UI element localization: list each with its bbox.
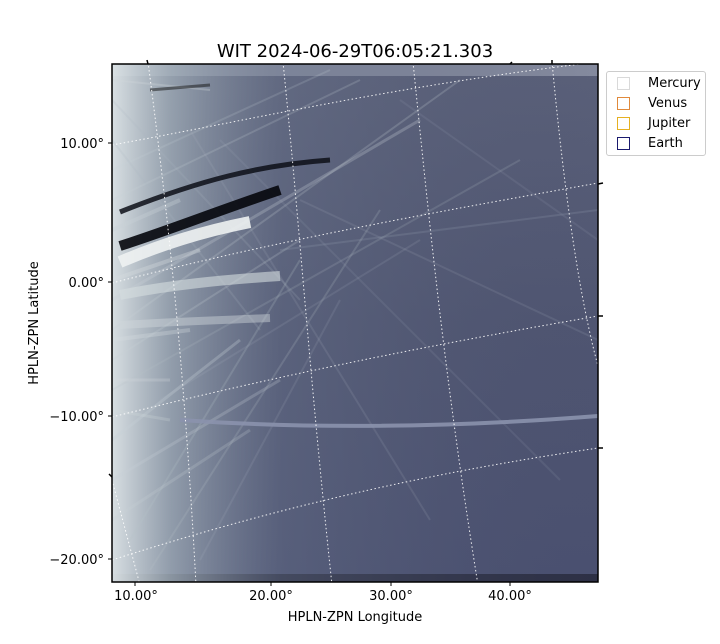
legend-swatch	[617, 117, 630, 130]
plot-frame	[111, 63, 599, 583]
legend-label: Venus	[648, 96, 688, 111]
y-axis-label: HPLN-ZPN Latitude	[27, 261, 42, 384]
left-bright-glow	[112, 64, 598, 582]
x-axis-ticks: 10.00° 20.00° 30.00° 40.00°	[114, 582, 532, 604]
legend-label: Earth	[648, 136, 683, 151]
image-streak	[112, 328, 191, 342]
longitude-gridline	[282, 64, 333, 582]
image-plot-area	[112, 64, 598, 582]
coordinate-grid	[112, 64, 598, 582]
longitude-gridline	[412, 64, 479, 582]
image-streak	[112, 79, 211, 91]
y-tick-label: 10.00°	[60, 137, 104, 152]
streak-layer	[112, 69, 598, 571]
x-tick-label: 30.00°	[369, 589, 413, 604]
latitude-gridline	[112, 447, 598, 561]
dark-band-upper	[119, 157, 331, 215]
image-streak	[112, 408, 171, 422]
chart-title: WIT 2024-06-29T06:05:21.303	[217, 41, 493, 62]
longitude-gridline	[112, 479, 140, 582]
image-streak	[112, 99, 301, 301]
legend-label: Jupiter	[648, 116, 691, 131]
latitude-gridline	[112, 182, 598, 284]
image-streak	[299, 199, 598, 341]
latitude-gridline	[112, 64, 586, 146]
legend-swatch	[617, 137, 630, 150]
y-tick-label: −10.00°	[49, 410, 104, 425]
image-streak	[149, 209, 381, 571]
x-tick-label: 40.00°	[488, 589, 532, 604]
image-streak	[189, 129, 431, 521]
image-streak	[112, 239, 301, 361]
image-streak	[399, 99, 598, 241]
chart-legend: Mercury Venus Jupiter Earth	[606, 71, 706, 156]
image-streak	[199, 299, 341, 561]
bright-band-mid	[119, 271, 281, 300]
latitude-gridline	[112, 315, 598, 418]
legend-swatch	[617, 77, 630, 90]
legend-swatch	[617, 97, 630, 110]
x-tick-label: 10.00°	[114, 589, 158, 604]
longitude-gridline	[147, 64, 197, 582]
image-streak	[112, 378, 281, 482]
image-streak	[112, 79, 361, 201]
image-streak	[149, 83, 211, 92]
image-streak	[112, 159, 521, 391]
image-streak	[159, 239, 421, 401]
image-streak	[112, 69, 331, 171]
image-streak	[112, 248, 201, 282]
edge-tick-marks	[108, 59, 604, 478]
y-axis-ticks: 10.00° 0.00° −10.00° −20.00°	[49, 137, 112, 568]
image-streak	[112, 428, 251, 522]
x-tick-label: 20.00°	[249, 589, 293, 604]
legend-label: Mercury	[648, 76, 701, 91]
horizontal-arc-feature	[179, 414, 598, 428]
image-streak	[129, 259, 301, 541]
image-streak	[279, 209, 598, 251]
bright-band-main	[117, 216, 252, 268]
y-tick-label: 0.00°	[69, 276, 104, 291]
y-tick-label: −20.00°	[49, 553, 104, 568]
dark-band-main	[118, 185, 282, 251]
longitude-gridline	[551, 64, 598, 367]
image-streak	[112, 198, 181, 232]
image-streak	[112, 338, 241, 442]
bright-band-low	[119, 314, 271, 329]
x-axis-label: HPLN-ZPN Longitude	[288, 610, 423, 625]
